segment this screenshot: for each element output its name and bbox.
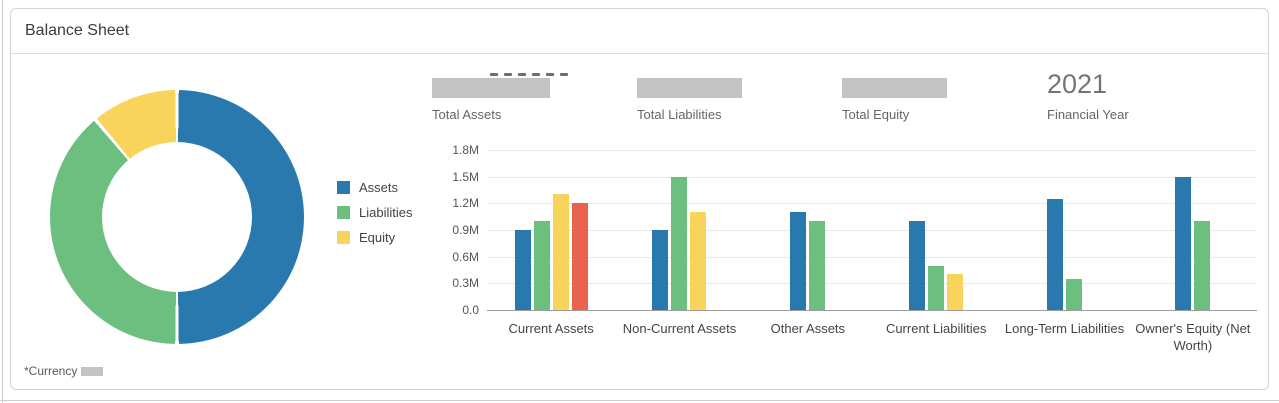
legend: Assets Liabilities Equity [337,180,412,245]
bar-liabilities[interactable] [1065,278,1082,310]
kpi-label: Total Liabilities [637,107,722,122]
currency-redaction-box [81,366,104,376]
y-axis-tick-label: 1.5M [452,169,479,184]
bar-group-5 [1000,150,1128,310]
bar-group-4 [872,150,1000,310]
bar-group-1 [487,150,615,310]
currency-footnote: *Currency [24,364,104,378]
bar-liabilities[interactable] [1194,221,1211,310]
kpi-value-text: 2021 [1047,69,1108,99]
kpi-row: Total Assets Total Liabilities Total Equit… [432,70,1252,122]
gridline [487,283,1257,285]
y-axis-tick-label: 0.6M [452,249,479,264]
gridline [487,176,1257,178]
peek-mark [490,73,498,76]
bar-group-6 [1129,150,1257,310]
viewport-left-border [2,0,3,403]
legend-swatch-icon [337,231,350,244]
bar-liabilities[interactable] [809,221,826,310]
bar-chart-plot: 0.0 0.3M 0.6M 0.9M 1.2M 1.5M 1.8M Current Asset… [452,143,1257,353]
bar-group-2 [615,150,743,310]
category-label: Current Assets [508,321,594,336]
donut-chart[interactable] [50,90,304,344]
y-axis-tick-label: 0.3M [452,276,479,291]
peek-mark [504,73,512,76]
bar-chart[interactable]: 0.0 0.3M 0.6M 0.9M 1.2M 1.5M 1.8M Current Asset… [451,143,1263,380]
y-axis-tick-label: 1.2M [452,196,479,211]
kpi-label: Financial Year [1047,107,1129,122]
viewport-bottom-border [0,400,1279,401]
bar-assets[interactable] [1175,176,1192,310]
legend-swatch-icon [337,206,350,219]
peek-mark [532,73,540,76]
peek-mark [546,73,554,76]
page-title: Balance Sheet [25,22,130,39]
bar-assets[interactable] [514,230,531,310]
category-label: Non-Current Assets [622,321,737,336]
kpi-value [432,70,637,98]
currency-footnote-label: *Currency [24,364,78,378]
kpi-label: Total Assets [432,107,502,122]
legend-item-assets[interactable]: Assets [337,180,412,195]
x-axis-line [487,310,1257,311]
peek-mark [518,73,526,76]
category-label: Long-Term Liabilities [1004,321,1125,336]
card-header: Balance Sheet [11,9,1268,54]
bar-equity[interactable] [552,194,569,310]
kpi-value-redaction-bar [637,78,742,98]
bar-unlabeled[interactable] [571,203,588,310]
card-body: Assets Liabilities Equity Total Assets Tota… [11,54,1268,388]
legend-item-liabilities[interactable]: Liabilities [337,205,412,220]
kpi-label: Total Equity [842,107,910,122]
bar-group-3 [744,150,872,310]
bar-equity[interactable] [947,274,964,310]
bar-liabilities[interactable] [671,176,688,310]
kpi-value [637,70,842,98]
kpi-financial-year: 2021 Financial Year [1047,70,1252,122]
gridline [487,230,1257,231]
bar-equity[interactable] [690,212,707,310]
gridline [487,150,1257,151]
kpi-total-equity: Total Equity [842,70,1047,122]
legend-label: Liabilities [359,205,413,220]
kpi-value [842,70,1047,98]
kpi-value-redaction-bar [842,78,947,98]
peek-mark [560,73,568,76]
y-axis-tick-label: 0.9M [452,223,479,237]
kpi-value: 2021 [1047,70,1252,98]
legend-item-equity[interactable]: Equity [337,230,412,245]
kpi-value-redaction-bar [432,78,550,98]
gridline [487,256,1257,258]
y-axis-tick-label: 0.0 [462,303,479,317]
category-label: Owner's Equity (Net Worth) [1135,321,1251,353]
legend-label: Equity [359,230,396,245]
legend-swatch-icon [337,181,350,194]
donut-hole [102,142,252,292]
legend-label: Assets [359,180,399,195]
category-label: Current Liabilities [885,321,987,336]
balance-sheet-card: Balance Sheet Assets Liabilities Equity To… [10,8,1269,390]
bar-assets[interactable] [790,212,807,310]
gridline [487,203,1257,205]
bar-liabilities[interactable] [533,221,550,310]
bar-assets[interactable] [909,221,926,310]
bar-assets[interactable] [1046,198,1063,310]
category-label: Other Assets [770,321,846,336]
kpi-total-assets: Total Assets [432,70,637,122]
kpi-value-peek-text [490,73,568,76]
bar-liabilities[interactable] [928,265,945,310]
bar-assets[interactable] [652,230,669,310]
y-axis-tick-label: 1.8M [452,143,479,157]
kpi-total-liabilities: Total Liabilities [637,70,842,122]
